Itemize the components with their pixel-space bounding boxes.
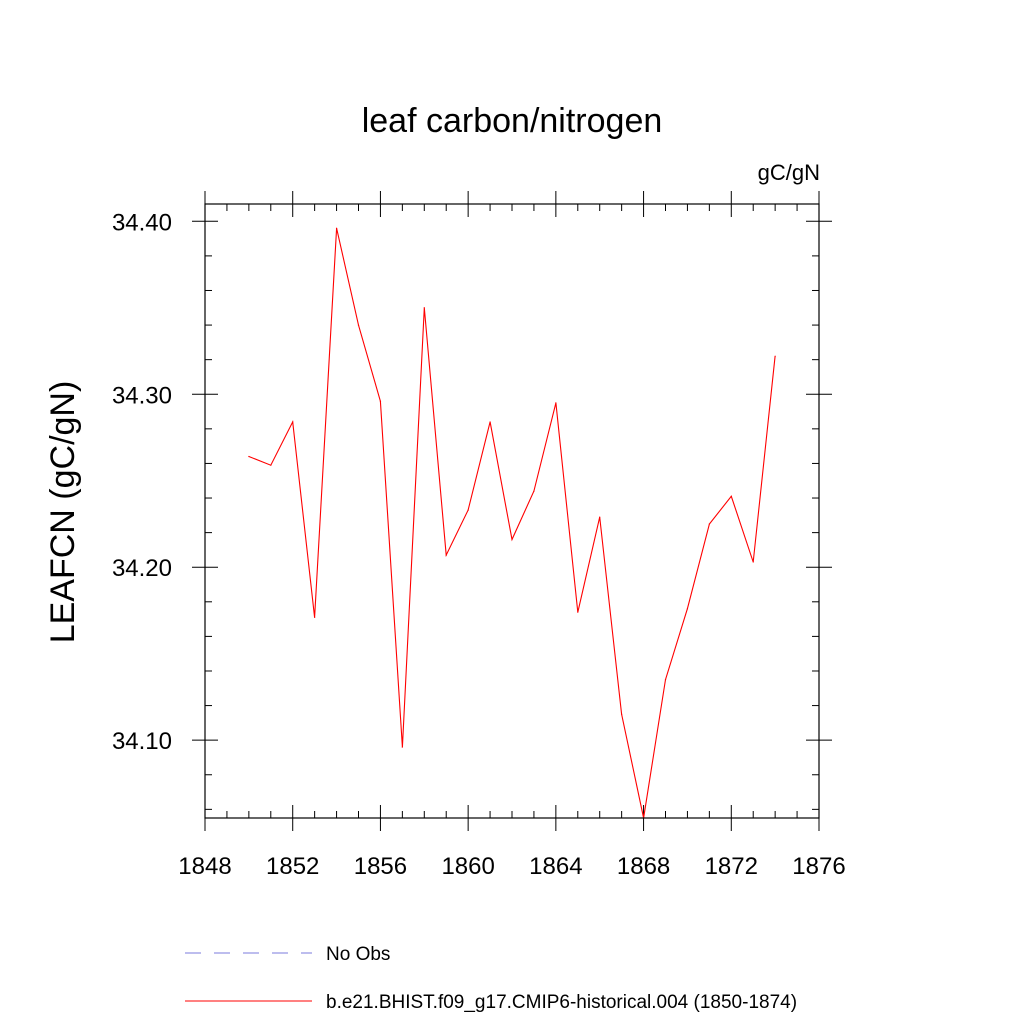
y-tick-label: 34.20 [112, 555, 172, 582]
y-tick-label: 34.30 [112, 382, 172, 409]
data-point [379, 400, 382, 402]
legend: No Obs b.e21.BHIST.f09_g17.CMIP6-historic… [185, 944, 797, 1013]
data-point [533, 490, 535, 492]
data-point [599, 516, 601, 518]
data-point [686, 608, 689, 610]
x-tick-label: 1856 [354, 853, 407, 880]
y-tick-label: 34.40 [112, 209, 172, 236]
data-point [335, 227, 338, 229]
data-point [357, 324, 360, 326]
x-tick-label: 1876 [792, 853, 845, 880]
x-tick-label: 1868 [617, 853, 670, 880]
data-point [555, 402, 557, 404]
y-tick-label: 34.10 [112, 728, 172, 755]
chart-title: leaf carbon/nitrogen [362, 102, 663, 140]
data-point [292, 421, 294, 423]
data-point [708, 523, 710, 525]
axis-tick-labels: 1848 1852 1856 1860 1864 1868 1872 1876 34.10 34.… [112, 209, 846, 880]
y-axis-label: LEAFCN (gC/gN) [44, 381, 82, 644]
data-point [314, 616, 316, 618]
x-tick-label: 1852 [266, 853, 319, 880]
data-point [752, 561, 754, 563]
x-tick-label: 1864 [529, 853, 582, 880]
data-point [621, 713, 623, 715]
series-layer [248, 227, 776, 819]
data-point [730, 495, 732, 497]
data-point [401, 746, 403, 748]
x-tick-label: 1860 [441, 853, 494, 880]
x-tick-label: 1872 [705, 853, 758, 880]
data-point [774, 355, 776, 357]
legend-label: No Obs [326, 944, 390, 965]
series-line [248, 228, 776, 819]
data-point [423, 307, 425, 309]
x-tick-label: 1848 [178, 853, 231, 880]
data-point [270, 464, 272, 466]
data-point [664, 679, 667, 681]
legend-label: b.e21.BHIST.f09_g17.CMIP6-historical.004… [326, 992, 797, 1013]
data-point [577, 611, 579, 613]
data-point [511, 538, 513, 541]
data-point [248, 455, 250, 458]
data-point [489, 421, 491, 423]
plot-frame [204, 203, 820, 819]
units-label: gC/gN [758, 160, 820, 185]
data-point [445, 554, 447, 556]
data-point [467, 509, 469, 511]
